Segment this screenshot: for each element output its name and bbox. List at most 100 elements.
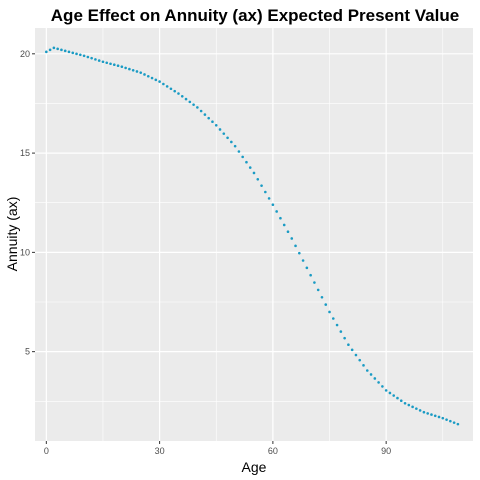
data-point bbox=[298, 251, 301, 255]
data-point bbox=[237, 150, 241, 153]
data-point bbox=[109, 62, 112, 66]
data-point bbox=[199, 109, 203, 113]
data-point bbox=[79, 53, 82, 57]
data-point bbox=[105, 61, 109, 65]
data-point bbox=[290, 237, 294, 240]
data-point bbox=[139, 71, 143, 74]
y-tick-label: 10 bbox=[20, 247, 30, 257]
data-point bbox=[94, 58, 97, 61]
data-point bbox=[124, 66, 127, 70]
data-point bbox=[101, 60, 105, 64]
data-point bbox=[184, 97, 188, 101]
data-point bbox=[275, 210, 278, 213]
x-tick-label: 0 bbox=[44, 446, 49, 456]
data-points bbox=[45, 46, 460, 426]
data-point bbox=[377, 381, 380, 384]
data-point bbox=[173, 89, 177, 93]
data-point bbox=[165, 85, 169, 88]
data-point bbox=[350, 348, 354, 352]
data-point bbox=[116, 64, 120, 68]
data-point bbox=[441, 416, 445, 420]
data-point bbox=[180, 95, 184, 98]
data-point bbox=[252, 171, 256, 175]
y-tick-label: 15 bbox=[20, 148, 30, 158]
data-point bbox=[449, 419, 452, 423]
data-point bbox=[445, 418, 448, 421]
data-point bbox=[339, 330, 343, 333]
data-point bbox=[192, 103, 195, 106]
data-point bbox=[248, 166, 252, 169]
data-point bbox=[347, 343, 350, 346]
data-point bbox=[384, 389, 388, 392]
data-point bbox=[358, 358, 362, 362]
data-point bbox=[211, 120, 214, 124]
data-point bbox=[456, 422, 460, 426]
data-point bbox=[158, 80, 161, 83]
data-point bbox=[328, 310, 331, 314]
data-point bbox=[56, 47, 59, 51]
data-point bbox=[143, 73, 146, 76]
data-point bbox=[309, 273, 312, 277]
data-point bbox=[279, 216, 282, 220]
x-tick-label: 60 bbox=[268, 446, 278, 456]
data-point bbox=[150, 76, 154, 80]
data-point bbox=[271, 203, 275, 207]
data-point bbox=[256, 178, 260, 181]
data-point bbox=[218, 128, 222, 131]
data-point bbox=[230, 140, 233, 144]
data-point bbox=[267, 197, 271, 200]
data-point bbox=[369, 373, 373, 376]
data-point bbox=[71, 51, 75, 55]
data-point bbox=[415, 407, 418, 410]
data-point bbox=[452, 421, 456, 424]
data-point bbox=[196, 106, 199, 109]
data-point bbox=[264, 190, 267, 194]
data-point bbox=[131, 68, 135, 72]
data-point bbox=[282, 223, 286, 227]
data-point bbox=[82, 54, 86, 58]
data-point bbox=[407, 403, 411, 407]
data-point bbox=[418, 409, 422, 412]
axis-ticks bbox=[32, 53, 387, 444]
data-point bbox=[112, 63, 116, 67]
data-point bbox=[63, 49, 67, 53]
data-point bbox=[90, 56, 93, 60]
data-point bbox=[433, 414, 437, 418]
grid-major bbox=[35, 28, 473, 441]
y-axis-title: Annuity (ax) bbox=[4, 197, 20, 272]
data-point bbox=[75, 52, 78, 56]
data-point bbox=[128, 67, 131, 71]
data-point bbox=[331, 317, 335, 320]
data-point bbox=[67, 50, 71, 54]
data-point bbox=[316, 288, 320, 292]
data-point bbox=[203, 113, 207, 116]
data-point bbox=[399, 399, 403, 402]
data-point bbox=[260, 184, 263, 187]
data-point bbox=[154, 78, 158, 82]
data-point bbox=[286, 230, 290, 234]
data-point bbox=[365, 369, 369, 372]
data-point bbox=[411, 405, 414, 409]
data-point bbox=[320, 295, 324, 299]
data-point bbox=[324, 303, 328, 306]
data-point bbox=[362, 364, 365, 367]
data-point bbox=[354, 353, 358, 357]
y-tick-label: 20 bbox=[20, 49, 30, 59]
data-point bbox=[226, 136, 229, 140]
data-point bbox=[396, 396, 399, 400]
data-point bbox=[245, 160, 248, 164]
y-tick-label: 5 bbox=[25, 347, 30, 357]
data-point bbox=[313, 281, 316, 284]
data-point bbox=[381, 385, 384, 388]
data-point bbox=[392, 394, 396, 397]
data-point bbox=[388, 391, 392, 395]
data-point bbox=[233, 144, 237, 148]
data-point bbox=[305, 266, 309, 270]
data-point bbox=[214, 123, 218, 127]
data-point bbox=[169, 87, 173, 91]
data-point bbox=[403, 401, 407, 405]
data-point bbox=[343, 336, 346, 340]
data-point bbox=[162, 82, 165, 86]
data-point bbox=[45, 50, 48, 54]
